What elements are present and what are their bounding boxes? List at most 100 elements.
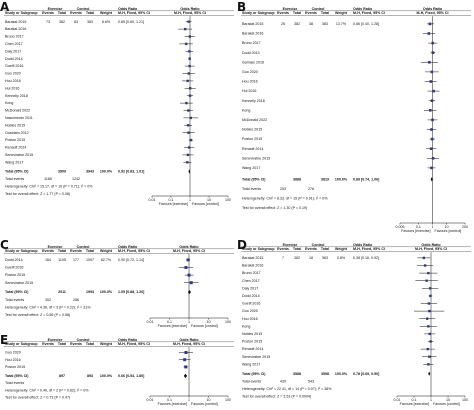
plot-subheader: M-H, Fixed, 95% CI — [415, 247, 447, 251]
plot-header-title: Odds Ratio — [180, 7, 200, 11]
favours-exercise-label: Favours [exercise] — [158, 402, 187, 406]
study-point-estimate — [431, 118, 434, 122]
study-name: Hou 2016 — [242, 317, 258, 321]
total-control: 893 — [87, 374, 93, 378]
study-point-estimate — [432, 89, 435, 93]
heterogeneity-note: Heterogeneity: Chi² = 8.33, df = 15 (P =… — [242, 197, 328, 201]
study-name: Daly 2017 — [5, 49, 21, 53]
total-label: Total (95% CI) — [5, 374, 29, 378]
column-header: Study or Subgroup — [5, 342, 38, 346]
exercise-events: 164 — [45, 258, 51, 262]
forest-panel-a: A Exercise Control Odds Ratio Odds Ratio Stu… — [0, 0, 237, 215]
column-header: Study or Subgroup — [242, 247, 275, 251]
study-point-estimate — [430, 99, 434, 102]
exercise-total: 1105 — [58, 258, 66, 262]
study-name: Poston 2015 — [242, 137, 262, 141]
control-events: 18 — [309, 256, 313, 260]
study-name: Wang 2017 — [242, 362, 260, 366]
study-point-estimate — [429, 147, 433, 150]
study-name: Nobles 2015 — [242, 332, 262, 336]
x-axis-tick-label: 0.01 — [149, 198, 156, 202]
total-control: 3943 — [86, 170, 94, 174]
x-axis-tick-label: 1 — [430, 398, 432, 402]
study-point-estimate — [184, 27, 187, 31]
column-header: Events — [305, 11, 317, 15]
study-point-estimate — [187, 131, 190, 134]
x-axis-tick-label: 100 — [225, 320, 231, 324]
x-axis-tick-label: 1 — [188, 398, 190, 402]
column-header: Total — [86, 342, 94, 346]
total-events-label: Total events — [242, 187, 261, 191]
study-point-estimate — [427, 363, 430, 366]
study-name: Hui 2016 — [5, 86, 19, 90]
study-point-estimate — [184, 266, 188, 269]
study-point-estimate — [429, 340, 432, 343]
study-name: Bruno 2017 — [242, 271, 261, 275]
total-events-label: Total events — [5, 381, 24, 385]
study-point-estimate — [428, 332, 432, 336]
forest-panel-e: E Exercise Control Odds Ratio Odds Ratio Stu… — [0, 333, 237, 410]
plot-subheader: M-H, Fixed, 95% CI — [174, 11, 206, 15]
study-point-estimate — [427, 271, 430, 275]
study-weight: 82.7% — [101, 258, 112, 262]
total-ci-text: 1.05 [0.88, 1.26] — [118, 290, 144, 294]
x-axis-tick-label: 0.1 — [416, 225, 421, 229]
study-point-estimate — [423, 264, 427, 267]
x-axis-tick-label: 0.01 — [147, 320, 154, 324]
ci-column-header: Odds Ratio — [353, 7, 373, 11]
study-ci-text: 0.85 [0.60, 1.21] — [118, 20, 144, 24]
study-point-estimate — [428, 355, 431, 358]
total-events-label: Total events — [242, 379, 261, 383]
study-point-estimate — [183, 358, 187, 362]
x-axis-tick-label: 0.1 — [167, 320, 172, 324]
exercise-total: 382 — [59, 20, 65, 24]
column-header: Events — [277, 247, 289, 251]
study-name: Chen 2017 — [5, 42, 23, 46]
group-label-exercise: Exercise — [48, 338, 63, 342]
study-name: Poston 2015 — [242, 340, 262, 344]
study-point-estimate — [187, 72, 190, 75]
study-point-estimate — [430, 128, 433, 131]
study-name: Barakat 2015 — [242, 256, 263, 260]
study-point-estimate — [184, 42, 188, 46]
total-exercise: 2011 — [58, 290, 66, 294]
column-header: Events — [70, 342, 82, 346]
x-axis-tick-label: 10 — [207, 320, 211, 324]
study-point-estimate — [429, 80, 433, 83]
study-name: Renault 2014 — [242, 347, 263, 351]
plot-header-title: Odds Ratio — [421, 243, 441, 247]
study-name: Guo 2020 — [5, 351, 21, 355]
total-label: Total (95% CI) — [5, 170, 29, 174]
column-header: Events — [42, 249, 54, 253]
heterogeneity-note: Heterogeneity: Chi² = 4.36, df = 3 (P = … — [5, 305, 91, 309]
study-point-estimate — [431, 41, 435, 45]
total-control: 3819 — [321, 177, 329, 181]
study-ci-text: 0.38 [0.16, 0.92] — [353, 256, 379, 260]
total-events-control: 543 — [308, 379, 314, 383]
column-header: Events — [70, 249, 82, 253]
group-label-control: Control — [77, 338, 90, 342]
study-point-estimate — [187, 109, 190, 112]
x-axis-tick-label: 0.01 — [147, 398, 154, 402]
exercise-total: 382 — [294, 22, 300, 26]
study-name: Seneviratne 2015 — [242, 355, 270, 359]
study-point-estimate — [431, 157, 435, 160]
column-header: Weight — [100, 249, 113, 253]
column-header: Weight — [335, 11, 348, 15]
study-name: Guo 2020 — [242, 70, 258, 74]
study-point-estimate — [427, 32, 431, 35]
total-events-control: 286 — [73, 298, 79, 302]
column-header: Total — [293, 11, 301, 15]
column-header: Total — [293, 247, 301, 251]
study-name: Barakat 2015 — [242, 22, 263, 26]
study-point-estimate — [186, 258, 190, 262]
study-name: Renault 2014 — [5, 146, 26, 150]
study-name: Guelfi 2016 — [242, 302, 260, 306]
overall-effect-note: Test for overall effect: Z = 0.56 (P = 0… — [5, 313, 70, 317]
study-point-estimate — [186, 79, 189, 83]
column-header: Total — [86, 11, 94, 15]
total-ci-text: 0.78 [0.69, 0.90] — [353, 372, 379, 376]
study-point-estimate — [422, 256, 426, 260]
heterogeneity-note: Heterogeneity: Chi² = 22.41, df = 14 (P … — [242, 387, 332, 391]
ci-column-header: Odds Ratio — [118, 338, 138, 342]
